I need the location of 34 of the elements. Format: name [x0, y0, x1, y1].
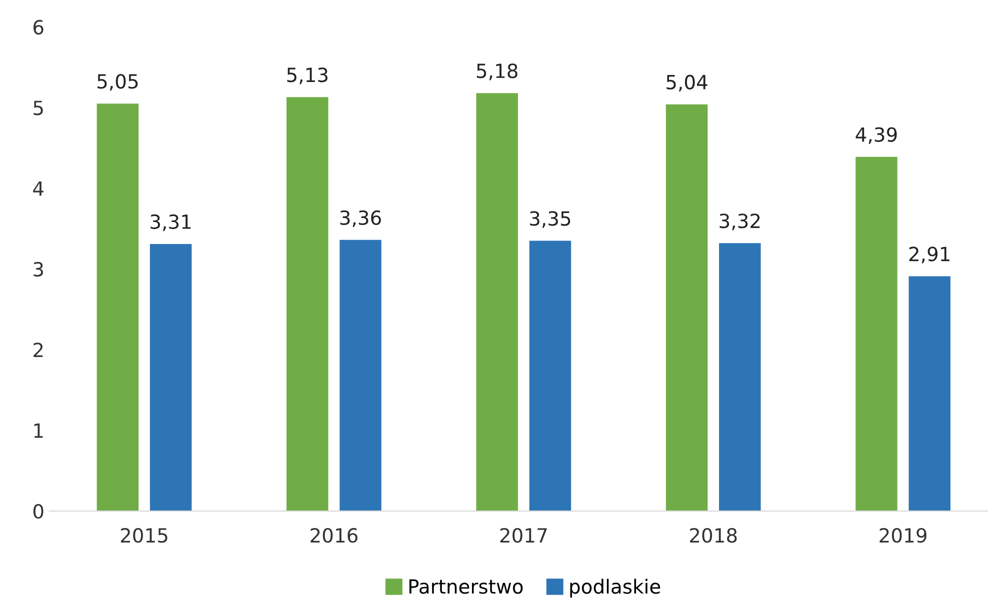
data-label: 2,91 — [909, 246, 950, 264]
bar — [719, 243, 761, 512]
bar — [96, 104, 139, 512]
data-label: 3,31 — [150, 214, 191, 232]
y-tick-label: 2 — [34, 342, 43, 358]
x-tick-label: 2018 — [690, 528, 737, 543]
bar — [340, 240, 382, 512]
x-tick-label: 2017 — [500, 528, 547, 543]
x-tick-label: 2019 — [880, 528, 926, 543]
data-label: 3,35 — [530, 211, 570, 228]
bar — [856, 156, 898, 512]
data-label: 5,05 — [98, 74, 138, 91]
y-tick-label: 5 — [34, 100, 43, 116]
bar — [908, 276, 950, 512]
data-label: 5,13 — [287, 68, 328, 84]
y-tick-label: 3 — [34, 262, 43, 277]
data-label: 3,32 — [720, 214, 760, 230]
data-label: 4,39 — [856, 127, 897, 144]
y-tick-label: 6 — [34, 20, 44, 35]
y-tick-label: 1 — [34, 424, 43, 438]
bar — [150, 244, 192, 512]
bar — [476, 93, 518, 512]
data-label: 5,18 — [476, 64, 518, 80]
data-label: 5,04 — [666, 74, 708, 92]
x-tick-label: 2015 — [120, 528, 168, 543]
y-tick-label: 0 — [33, 504, 44, 519]
bar — [529, 240, 572, 512]
y-tick-label: 4 — [33, 182, 44, 196]
legend-label: podlaskie — [570, 578, 660, 598]
bar — [286, 97, 328, 512]
legend-label: Partnerstwo — [409, 579, 523, 594]
data-label: 3,36 — [340, 210, 381, 228]
x-tick-label: 2016 — [310, 528, 358, 543]
bar — [666, 104, 708, 512]
